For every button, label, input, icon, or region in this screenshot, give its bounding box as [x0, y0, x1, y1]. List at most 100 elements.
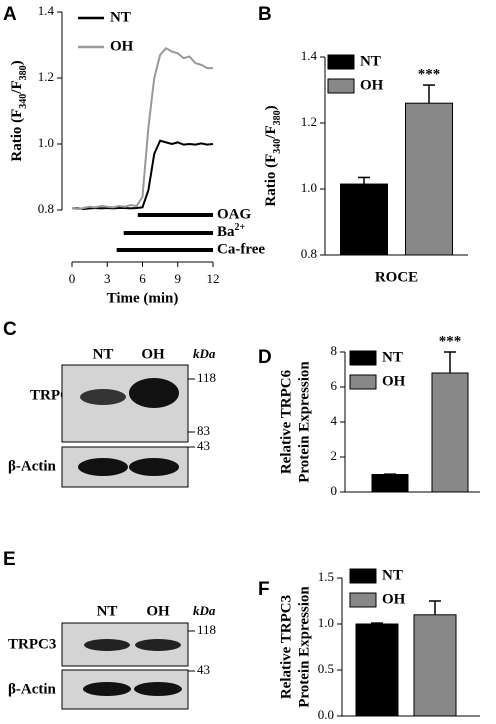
band: [83, 682, 131, 696]
period-label: Ca-free: [217, 241, 265, 257]
panel-letter: F: [258, 579, 270, 600]
bar: [431, 372, 469, 493]
legend-label: OH: [360, 77, 384, 93]
y-tick-label: 1.2: [301, 114, 317, 129]
bar: [413, 614, 457, 717]
y-tick-label: 1.2: [38, 69, 54, 84]
legend-label: OH: [110, 38, 134, 54]
y-tick-label: 6: [331, 378, 338, 393]
label-part: 340: [272, 139, 283, 154]
panel-letter: A: [3, 4, 17, 25]
x-axis-label: Time (min): [107, 290, 179, 306]
x-tick-label: 0: [69, 271, 76, 286]
panel-letter: C: [3, 319, 17, 340]
label-part: 340: [18, 94, 29, 109]
label-part: ): [9, 60, 25, 65]
label-part: 380: [18, 65, 29, 80]
y-tick-label: 1.0: [38, 135, 54, 150]
y-tick-label: 1.4: [38, 3, 55, 18]
panel-letter: D: [258, 347, 272, 368]
legend-swatch: [327, 78, 355, 94]
row-label: β-Actin: [8, 458, 57, 474]
y-axis-label: Protein Expression: [296, 361, 312, 483]
label-part: Ratio (F: [9, 109, 25, 162]
y-tick-label: 0.5: [318, 661, 334, 676]
label-part: /F: [9, 80, 25, 94]
panel-letter: B: [258, 4, 272, 25]
marker-label: 43: [197, 662, 210, 677]
y-axis-label: Relative TRPC3: [278, 595, 294, 699]
band: [78, 458, 128, 476]
legend-swatch: [349, 592, 377, 608]
blot-c: C NT OH kDa TRPC6 β-Actin 118 83 43: [3, 319, 216, 488]
significance: ***: [439, 333, 462, 349]
lane-label: OH: [146, 603, 170, 619]
band: [134, 682, 182, 696]
band: [84, 639, 130, 651]
y-tick-label: 4: [331, 413, 338, 428]
label-part: Ratio (F: [263, 154, 279, 207]
y-tick-label: 0.0: [318, 707, 334, 722]
x-tick-label: 6: [139, 271, 146, 286]
significance: ***: [418, 66, 441, 82]
legend-swatch: [327, 54, 355, 70]
y-axis-label: Protein Expression: [296, 586, 312, 708]
legend-swatch: [349, 350, 377, 366]
period-label: Ba2+: [217, 222, 246, 241]
x-tick-label: 9: [175, 271, 182, 286]
x-tick-label: ROCE: [375, 269, 418, 285]
band: [80, 389, 126, 405]
y-tick-label: 8: [331, 343, 338, 358]
marker-label: 83: [197, 423, 210, 438]
legend-label: NT: [382, 349, 403, 365]
label-part: Ba: [217, 224, 235, 240]
y-tick-label: 0: [331, 483, 338, 498]
lane-label: NT: [93, 346, 114, 362]
y-tick-label: 1.0: [301, 180, 317, 195]
legend-label: OH: [382, 373, 406, 389]
row-label: TRPC3: [8, 636, 56, 652]
y-axis-label: Ratio (F340/F380): [263, 105, 282, 206]
y-tick-label: 2: [331, 448, 338, 463]
unit-label: kDa: [193, 603, 216, 618]
label-part: 380: [272, 110, 283, 125]
marker-label: 43: [197, 438, 210, 453]
lane-label: NT: [97, 603, 118, 619]
bar: [340, 183, 388, 256]
band: [129, 458, 179, 476]
marker-label: 118: [197, 370, 216, 385]
bar: [371, 474, 409, 493]
band: [135, 639, 181, 651]
legend-label: NT: [360, 53, 381, 69]
band: [129, 378, 179, 408]
y-tick-label: 0.8: [301, 246, 317, 261]
bar: [405, 102, 453, 256]
y-tick-label: 1.0: [318, 615, 334, 630]
legend-label: NT: [110, 9, 131, 25]
panel-letter: E: [3, 549, 16, 570]
y-tick-label: 0.8: [38, 201, 54, 216]
legend-label: OH: [382, 591, 406, 607]
lane-label: OH: [141, 346, 165, 362]
legend-swatch: [349, 568, 377, 584]
y-tick-label: 1.4: [301, 48, 318, 63]
y-tick-label: 1.5: [318, 569, 334, 584]
data-line: [71, 47, 213, 211]
row-label: β-Actin: [8, 681, 57, 697]
y-axis-label: Ratio (F340/F380): [9, 60, 28, 161]
y-axis-label: Relative TRPC6: [278, 369, 294, 474]
x-tick-label: 12: [207, 271, 220, 286]
marker-label: 118: [197, 622, 216, 637]
label-part: /F: [263, 125, 279, 139]
period-label: OAG: [217, 206, 252, 222]
bar: [355, 623, 399, 717]
unit-label: kDa: [193, 346, 216, 361]
legend-swatch: [349, 374, 377, 390]
x-tick-label: 3: [104, 271, 111, 286]
legend-label: NT: [382, 567, 403, 583]
label-part: ): [263, 105, 279, 110]
blot-e: E NT OH kDa TRPC3 β-Actin 118 43: [3, 549, 216, 710]
data-line: [72, 139, 214, 211]
label-part: 2+: [235, 222, 246, 233]
